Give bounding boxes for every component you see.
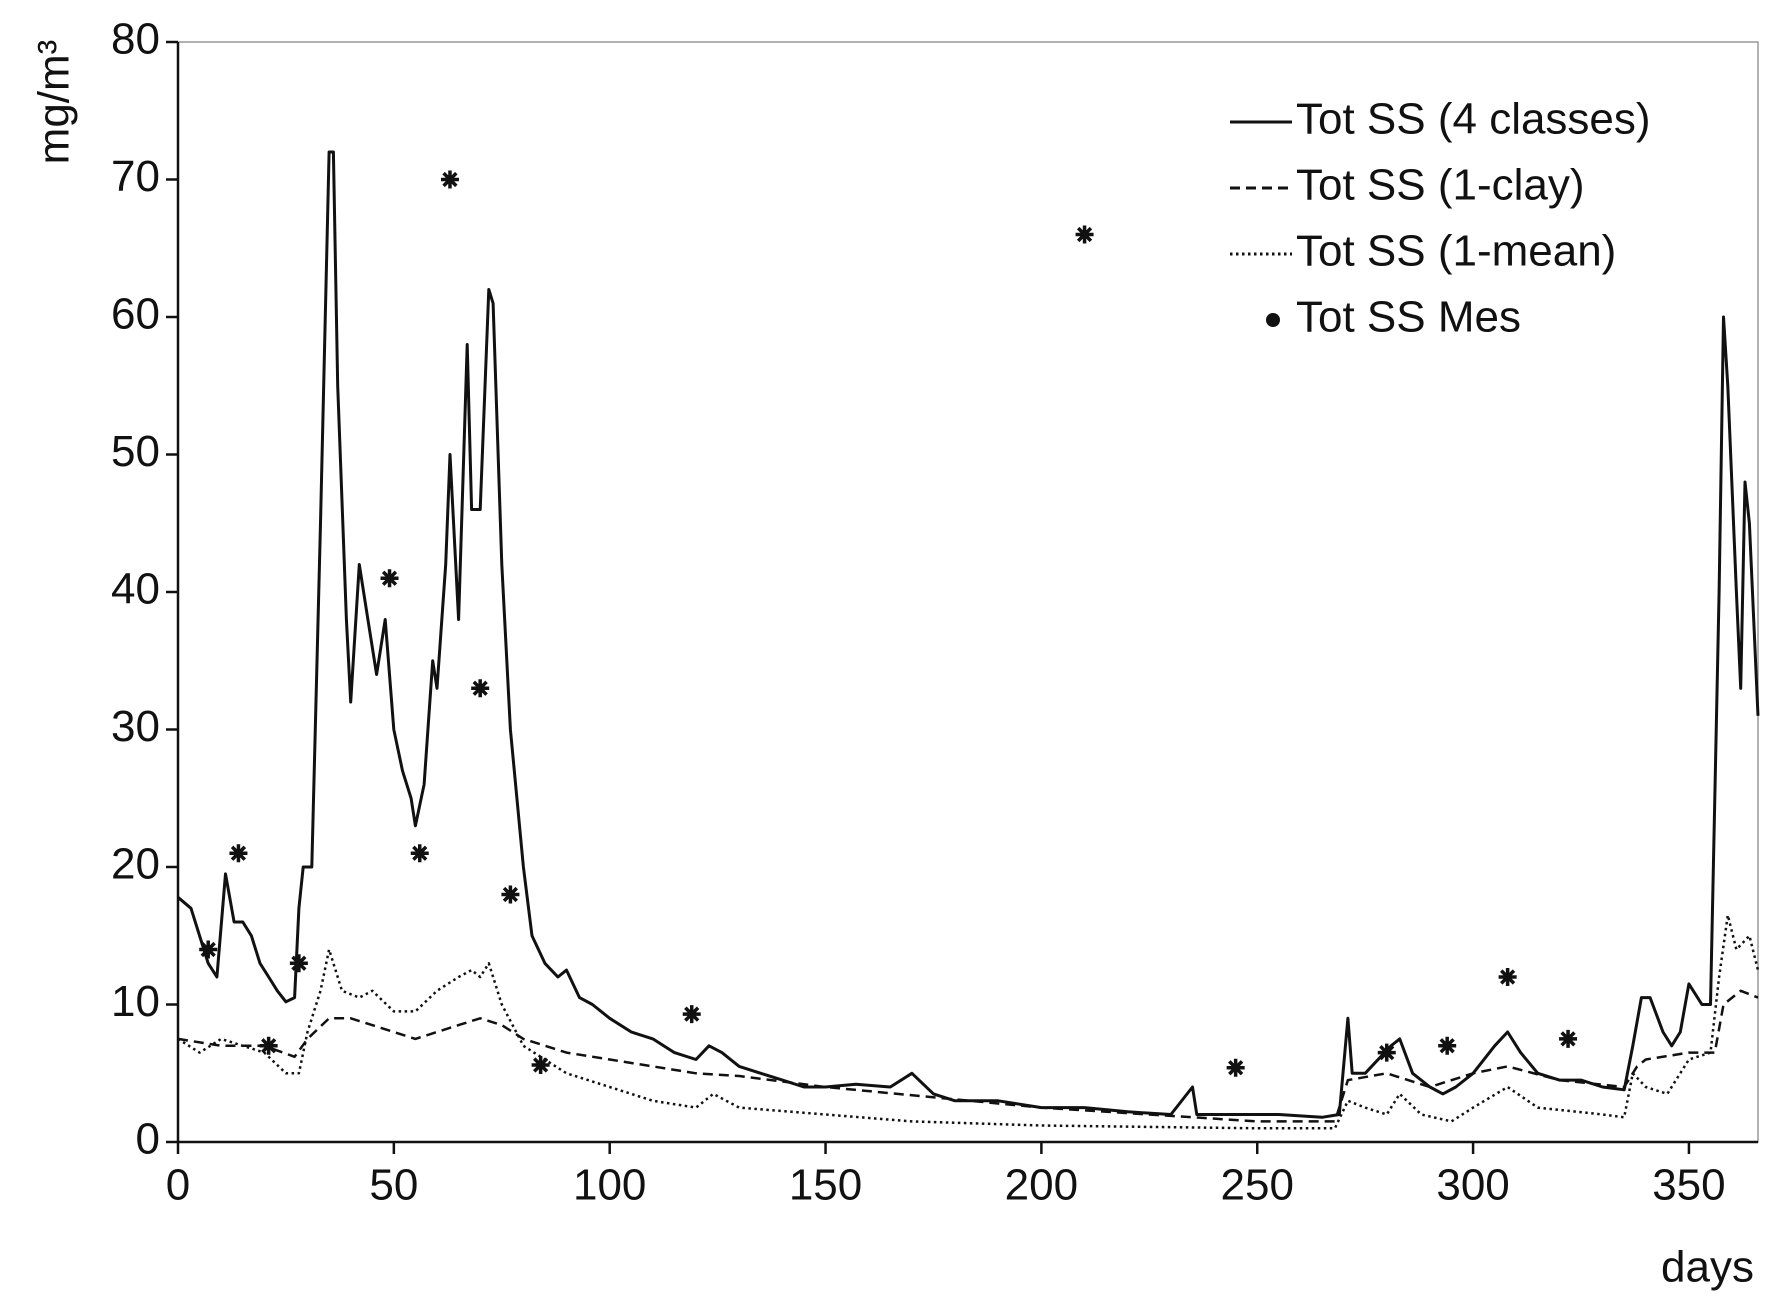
data-point [199,940,218,959]
x-tick-label: 150 [789,1161,862,1210]
data-point [440,170,459,189]
x-tick-label: 200 [1005,1161,1078,1210]
data-point [531,1056,550,1074]
legend-label: Tot SS Mes [1296,293,1521,342]
x-tick-label: 250 [1221,1161,1294,1210]
y-axis-label: mg/m³ [30,40,79,165]
data-line [177,150,1760,1119]
y-tick-label: 20 [111,840,160,889]
y-tick-label: 10 [111,977,160,1026]
data-point [501,885,520,904]
x-tick-label: 50 [369,1161,418,1210]
data-point [380,569,399,588]
data-point [1438,1036,1457,1055]
data-point [229,844,248,863]
y-tick-label: 50 [111,427,160,476]
y-tick-label: 0 [136,1115,160,1164]
data-point [1226,1058,1245,1077]
data-point [259,1036,278,1055]
legend-marker [1266,313,1280,327]
data-point [471,679,490,698]
x-tick-label: 100 [573,1161,646,1210]
data-line [177,913,1760,1130]
x-axis-label: days [1661,1243,1754,1292]
x-tick-label: 0 [166,1161,190,1210]
y-tick-label: 30 [111,702,160,751]
data-point [682,1005,701,1024]
data-point [289,954,308,973]
y-tick-label: 40 [111,565,160,614]
legend-label: Tot SS (4 classes) [1296,95,1651,144]
x-tick-label: 350 [1652,1161,1725,1210]
x-tick-label: 300 [1436,1161,1509,1210]
data-point [1075,225,1094,244]
data-point [1377,1043,1396,1062]
data-point [410,844,429,863]
y-tick-label: 60 [111,290,160,339]
data-point [1559,1029,1578,1048]
y-tick-label: 70 [111,152,160,201]
legend-label: Tot SS (1-clay) [1296,161,1585,210]
data-point [1498,968,1517,986]
legend-label: Tot SS (1-mean) [1296,227,1616,276]
y-tick-label: 80 [111,15,160,64]
